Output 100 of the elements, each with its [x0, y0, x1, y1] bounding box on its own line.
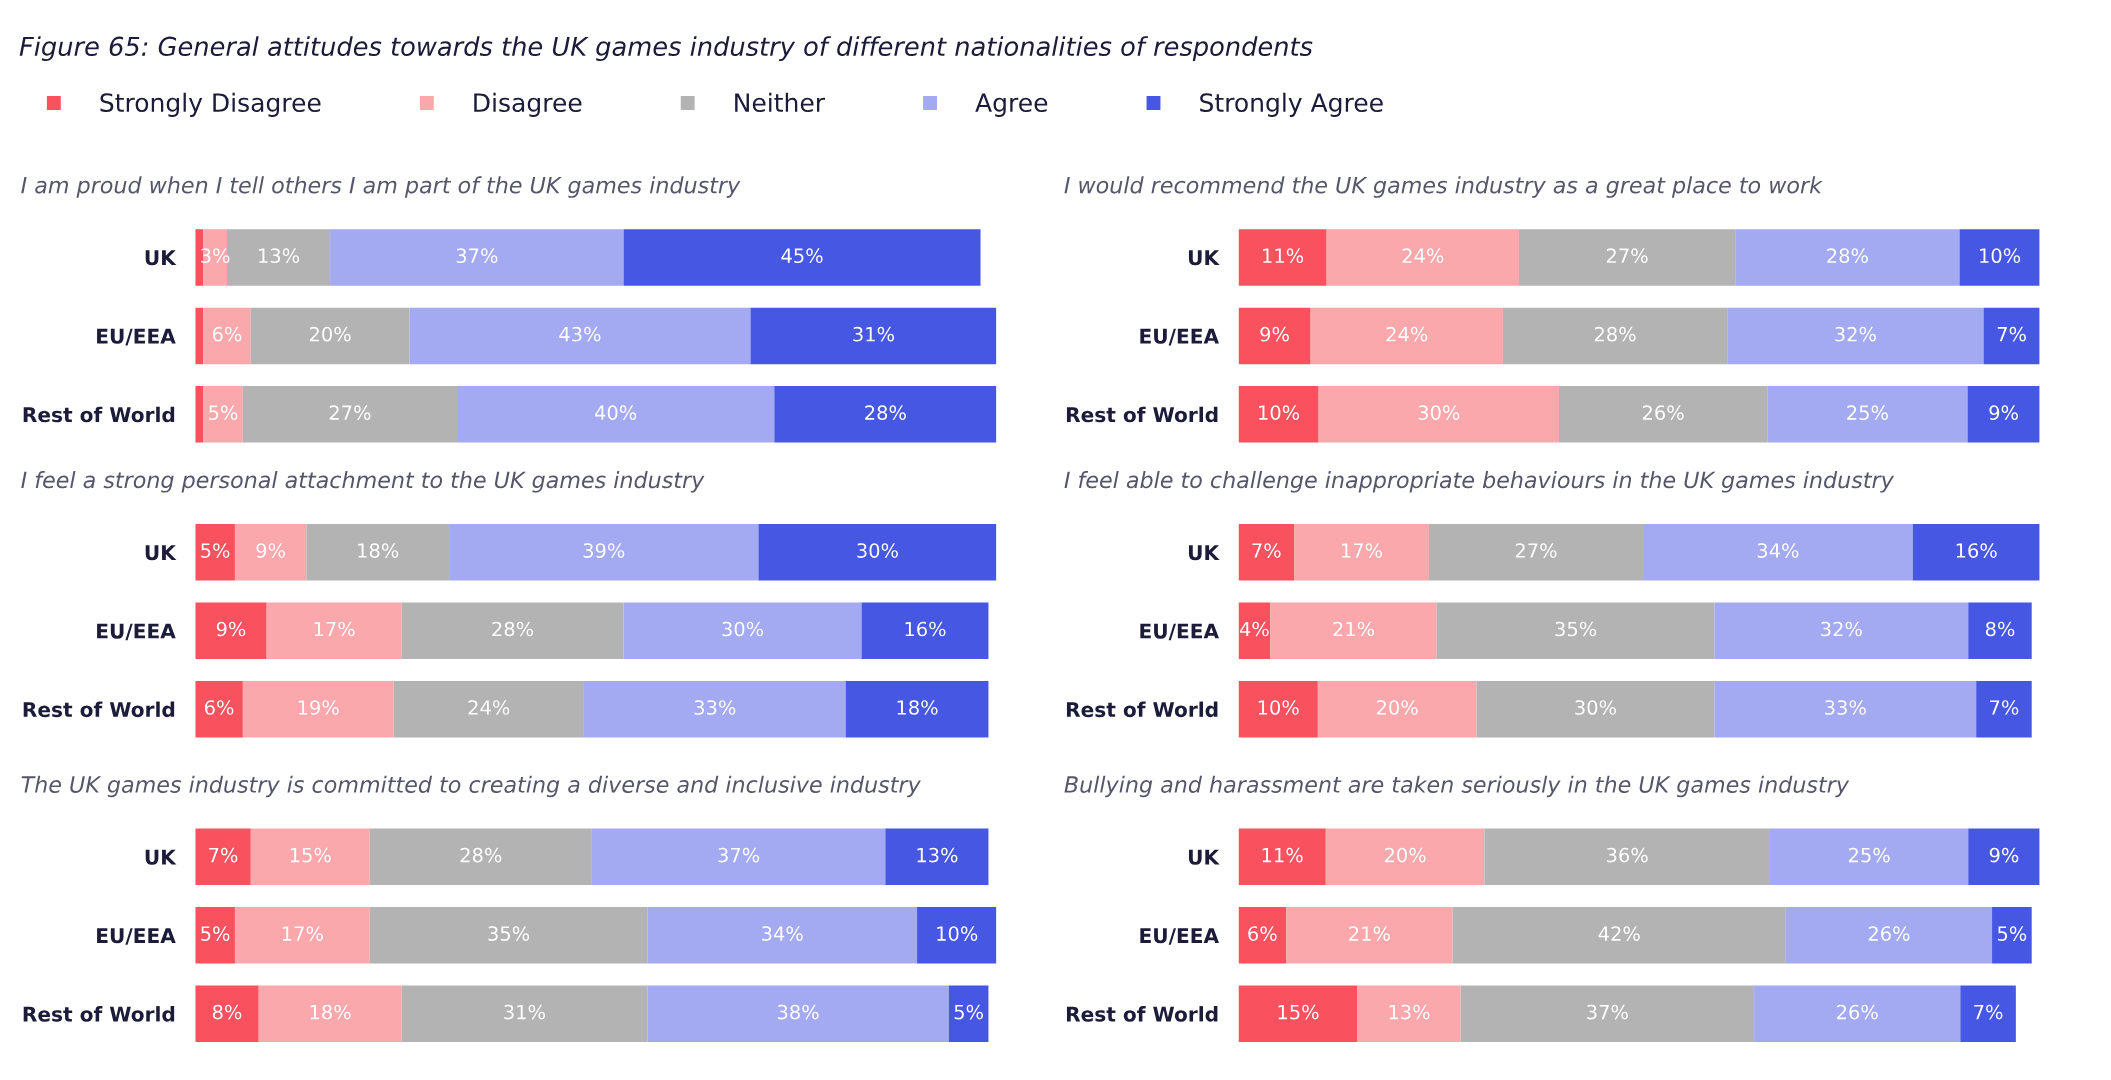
data-label: 11% [1263, 248, 1304, 264]
bar [242, 386, 458, 443]
bar [457, 386, 775, 443]
data-label: 5% [954, 1004, 983, 1020]
bar [1317, 680, 1477, 738]
data-label: 28% [865, 405, 906, 420]
y-tick-label: UK [145, 849, 177, 865]
data-label: 28% [460, 847, 502, 863]
bar [1714, 680, 1977, 738]
bar [1238, 680, 1318, 738]
chart-title: I feel a strong personal attachment to the UK games industry [21, 471, 705, 493]
data-label: 30% [1418, 405, 1460, 420]
bar [1767, 386, 1968, 443]
data-label: 8% [212, 1004, 242, 1020]
data-label: 17% [1342, 543, 1382, 558]
bar [1238, 307, 1311, 365]
bar [623, 602, 862, 659]
bar [1238, 523, 1295, 581]
data-label: 39% [583, 543, 625, 558]
bar [1310, 307, 1503, 365]
bar [1270, 602, 1437, 659]
data-label: 5% [201, 543, 230, 558]
y-tick-label: EU/EEA [1140, 623, 1219, 641]
y-tick-label: EU/EEA [97, 928, 176, 945]
data-label: 15% [1278, 1004, 1319, 1020]
data-label: 30% [722, 621, 764, 637]
bar [1357, 985, 1461, 1043]
bar [266, 602, 402, 659]
bar [583, 680, 846, 738]
bar [1735, 229, 1960, 286]
bar [1967, 386, 2040, 443]
bar [330, 229, 624, 286]
bar [250, 828, 370, 886]
bar [1992, 907, 2032, 964]
bar [1460, 985, 1755, 1043]
data-label: 28% [1594, 326, 1636, 342]
bar [306, 523, 450, 581]
bar [647, 907, 918, 964]
data-label: 10% [1258, 700, 1299, 715]
bar [234, 907, 370, 964]
data-label: 35% [488, 926, 530, 941]
legend-label: Neither [735, 92, 826, 113]
data-label: 6% [1248, 926, 1277, 941]
legend-label: Agree [975, 93, 1048, 117]
data-label: 16% [1956, 543, 1997, 558]
bar [1968, 602, 2032, 659]
data-label: 18% [897, 700, 938, 715]
bar [1238, 907, 1287, 964]
bar [1518, 229, 1736, 286]
bar [1428, 523, 1644, 581]
bar [1558, 386, 1768, 443]
data-label: 7% [1990, 700, 2019, 715]
data-label: 13% [259, 248, 300, 264]
bar [195, 602, 267, 659]
bar [861, 602, 989, 659]
bar [195, 907, 235, 964]
bar [1754, 985, 1961, 1043]
bar [1643, 523, 1913, 581]
bar [258, 985, 402, 1043]
bar [195, 680, 243, 738]
data-label: 33% [694, 700, 736, 715]
data-label: 11% [1262, 847, 1303, 863]
legend-label: Strongly Disagree [100, 92, 321, 117]
bar [1484, 828, 1770, 886]
data-label: 43% [559, 326, 601, 342]
bar [401, 602, 624, 659]
data-label: 16% [905, 621, 946, 637]
chart-title: I would recommend the UK games industry as a great place to work [1064, 176, 1823, 198]
data-label: 32% [1835, 326, 1876, 342]
bar [1436, 602, 1715, 659]
bar [1238, 828, 1326, 886]
data-label: 10% [1259, 405, 1300, 420]
chart-title: I feel able to challenge inappropriate behaviours in the UK games industry [1064, 471, 1895, 493]
bar [1238, 386, 1319, 443]
data-label: 42% [1598, 926, 1640, 941]
data-label: 13% [1389, 1004, 1430, 1020]
data-label: 5% [201, 926, 230, 941]
bar [203, 386, 243, 443]
data-label: 25% [1847, 405, 1888, 420]
data-label: 37% [456, 248, 498, 264]
data-label: 17% [282, 926, 323, 941]
data-label: 8% [1985, 621, 2015, 637]
y-tick-label: UK [1188, 849, 1220, 865]
bar [647, 985, 949, 1043]
data-label: 24% [1402, 248, 1444, 264]
bar [1714, 602, 1969, 659]
y-tick-label: EU/EEA [1140, 328, 1219, 346]
y-tick-label: EU/EEA [97, 328, 176, 346]
bar [1238, 229, 1327, 286]
data-label: 34% [762, 926, 803, 941]
data-label: 25% [1848, 847, 1890, 863]
bar [1769, 828, 1969, 886]
y-tick-label: UK [145, 250, 177, 266]
bar [750, 307, 997, 365]
data-label: 38% [777, 1004, 819, 1020]
data-label: 31% [504, 1004, 545, 1020]
bar [195, 985, 259, 1043]
bar [1238, 602, 1271, 659]
bar [1976, 680, 2032, 738]
data-label: 21% [1333, 621, 1375, 637]
